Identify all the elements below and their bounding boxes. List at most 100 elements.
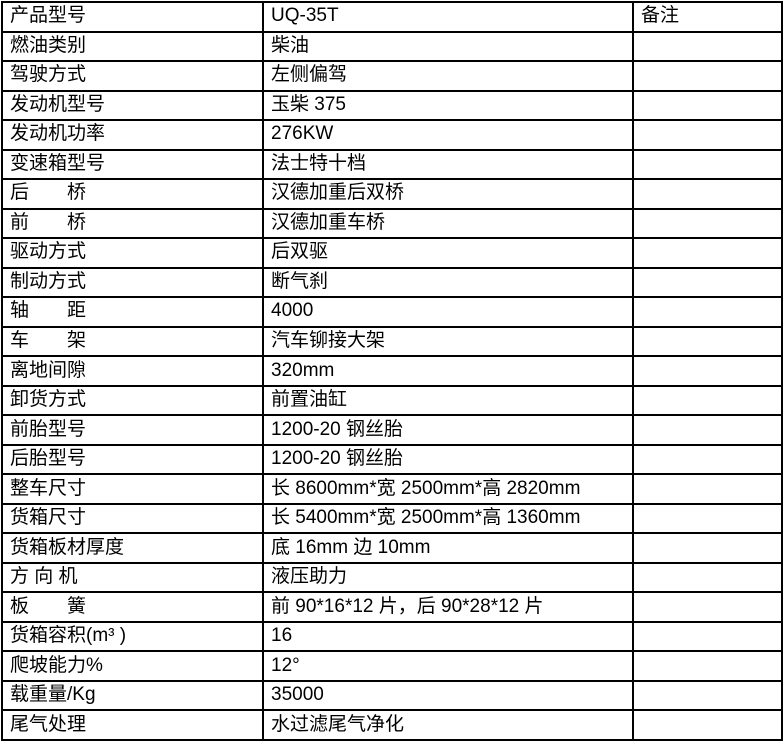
value-cell: 液压助力 [262,561,634,594]
table-row: 制动方式 断气刹 [1,266,783,299]
parameter-cell: 变速箱型号 [1,148,264,181]
parameter-cell: 后胎型号 [1,443,264,476]
table-row: 轴 距 4000 [1,296,783,328]
remark-cell [632,60,783,92]
table-row: 货箱板材厚度底 16mm 边 10mm [1,532,783,564]
table-row: 驾驶方式 左侧偏驾 [1,60,783,92]
remark-cell [632,414,783,446]
remark-cell [632,443,783,476]
remark-cell: 备注 [632,1,783,33]
remark-cell [632,266,783,299]
value-cell: 320mm [262,355,634,387]
parameter-cell: 后 桥 [1,178,264,210]
value-cell: 玉柴 375 [262,89,634,122]
value-cell: 276KW [262,119,634,151]
table-row: 发动机型号 玉柴 375 [1,89,783,122]
value-cell: 底 16mm 边 10mm [262,532,634,564]
value-cell: 前 90*16*12 片，后 90*28*12 片 [262,591,634,623]
remark-cell [632,325,783,358]
remark-cell [632,473,783,505]
parameter-cell: 驱动方式 [1,237,264,269]
table-row: 板 簧前 90*16*12 片，后 90*28*12 片 [1,591,783,623]
table-row: 离地间隙 320mm [1,355,783,387]
parameter-cell: 货箱尺寸 [1,502,264,535]
table-row: 燃油类别 柴油 [1,30,783,63]
value-cell: 4000 [262,296,634,328]
table-row: 产品型号 UQ-35T 备注 [1,1,783,33]
value-cell: 后双驱 [262,237,634,269]
table-row: 车 架汽车铆接大架 [1,325,783,358]
remark-cell [632,30,783,63]
parameter-cell: 离地间隙 [1,355,264,387]
remark-cell [632,650,783,682]
remark-cell [632,532,783,564]
table-row: 前胎型号 1200-20 钢丝胎 [1,414,783,446]
remark-cell [632,119,783,151]
remark-cell [632,237,783,269]
remark-cell [632,178,783,210]
parameter-cell: 燃油类别 [1,30,264,63]
table-row: 驱动方式 后双驱 [1,237,783,269]
value-cell: 左侧偏驾 [262,60,634,92]
parameter-cell: 货箱板材厚度 [1,532,264,564]
table-row: 货箱容积(m³ ) 16 [1,620,783,653]
remark-cell [632,591,783,623]
remark-cell [632,207,783,240]
parameter-cell: 方 向 机 [1,561,264,594]
value-cell: 35000 [262,679,634,712]
parameter-cell: 车 架 [1,325,264,358]
value-cell: 汉德加重车桥 [262,207,634,240]
remark-cell [632,561,783,594]
parameter-cell: 爬坡能力% [1,650,264,682]
value-cell: 水过滤尾气净化 [262,709,634,741]
table-row: 爬坡能力% 12° [1,650,783,682]
value-cell: 汽车铆接大架 [262,325,634,358]
table-row: 卸货方式 前置油缸 [1,384,783,417]
value-cell: 柴油 [262,30,634,63]
value-cell: 1200-20 钢丝胎 [262,414,634,446]
value-cell: 12° [262,650,634,682]
remark-cell [632,89,783,122]
remark-cell [632,502,783,535]
parameter-cell: 制动方式 [1,266,264,299]
parameter-cell: 发动机功率 [1,119,264,151]
parameter-cell: 尾气处理 [1,709,264,741]
table-row: 尾气处理 水过滤尾气净化 [1,709,783,741]
table-row: 载重量/Kg 35000 [1,679,783,712]
remark-cell [632,620,783,653]
parameter-cell: 轴 距 [1,296,264,328]
table-row: 整车尺寸长 8600mm*宽 2500mm*高 2820mm [1,473,783,505]
table-row: 前 桥汉德加重车桥 [1,207,783,240]
table-row: 后 桥汉德加重后双桥 [1,178,783,210]
table-row: 后胎型号 1200-20 钢丝胎 [1,443,783,476]
value-cell: 汉德加重后双桥 [262,178,634,210]
remark-cell [632,355,783,387]
parameter-cell: 载重量/Kg [1,679,264,712]
remark-cell [632,148,783,181]
value-cell: 断气刹 [262,266,634,299]
parameter-cell: 卸货方式 [1,384,264,417]
parameter-cell: 货箱容积(m³ ) [1,620,264,653]
table-row: 变速箱型号 法士特十档 [1,148,783,181]
table-row: 发动机功率 276KW [1,119,783,151]
parameter-cell: 驾驶方式 [1,60,264,92]
remark-cell [632,296,783,328]
parameter-cell: 发动机型号 [1,89,264,122]
remark-cell [632,709,783,741]
parameter-cell: 整车尺寸 [1,473,264,505]
remark-cell [632,384,783,417]
parameter-cell: 板 簧 [1,591,264,623]
parameter-cell: 产品型号 [1,1,264,33]
value-cell: 长 8600mm*宽 2500mm*高 2820mm [262,473,634,505]
value-cell: 法士特十档 [262,148,634,181]
remark-cell [632,679,783,712]
parameter-cell: 前胎型号 [1,414,264,446]
table-row: 货箱尺寸长 5400mm*宽 2500mm*高 1360mm [1,502,783,535]
value-cell: 16 [262,620,634,653]
table-row: 方 向 机液压助力 [1,561,783,594]
parameter-cell: 前 桥 [1,207,264,240]
value-cell: UQ-35T [262,1,634,33]
value-cell: 前置油缸 [262,384,634,417]
